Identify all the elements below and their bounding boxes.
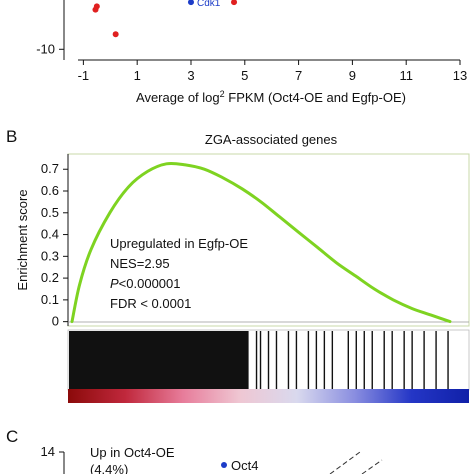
y-tick-label: 0.7 [41, 161, 59, 176]
data-point [187, 0, 194, 6]
panel-c-annotation-line2: (4.4%) [90, 462, 128, 474]
y-tick-label: 0 [52, 314, 59, 329]
x-tick-label: 3 [187, 68, 194, 83]
panel-a-y-ticks: -10 [36, 41, 64, 56]
point-label: Cdk1 [197, 0, 221, 9]
panel-c-diagonal-2 [361, 459, 383, 474]
x-tick-label: 9 [349, 68, 356, 83]
ranked-list-gradient [68, 389, 469, 403]
x-tick-label: -1 [78, 68, 90, 83]
y-tick-label: 0.1 [41, 292, 59, 307]
data-point [112, 31, 119, 38]
point-label: Oct4 [231, 458, 258, 473]
panel-b: B ZGA-associated genes Enrichment score … [6, 127, 470, 403]
panel-c-diagonal-1 [329, 451, 361, 474]
panel-a: -1 1 3 5 7 9 11 13 -10 Cdk1 Average of log2 FPK… [36, 0, 467, 105]
x-tick-label: 7 [295, 68, 302, 83]
y-tick-label: 0.2 [41, 270, 59, 285]
panel-c: C 14 Up in Oct4-OE (4.4%) Oct4 [6, 427, 383, 474]
x-tick-label: 1 [134, 68, 141, 83]
y-tick-label: 14 [41, 444, 55, 459]
y-tick-label: 0.5 [41, 205, 59, 220]
panel-c-points: Oct4 [221, 458, 258, 473]
annotation-upregulated: Upregulated in Egfp-OE [110, 236, 248, 251]
panel-c-y-ticks: 14 [41, 444, 64, 459]
y-tick-label: -10 [36, 41, 55, 56]
data-point [231, 0, 238, 6]
x-tick-label: 11 [399, 68, 413, 83]
data-point [221, 462, 227, 468]
annotation-nes: NES=2.95 [110, 256, 170, 271]
data-point [92, 6, 99, 13]
panel-b-y-label: Enrichment score [15, 189, 30, 290]
barcode-dense-block [69, 331, 249, 389]
panel-a-points: Cdk1 [92, 0, 238, 38]
panel-b-title: ZGA-associated genes [205, 132, 338, 147]
panel-b-annotation: Upregulated in Egfp-OE NES=2.95 P<0.0000… [110, 236, 248, 311]
y-tick-label: 0.6 [41, 183, 59, 198]
annotation-fdr: FDR < 0.0001 [110, 296, 191, 311]
y-tick-label: 0.3 [41, 248, 59, 263]
panel-b-y-ticks: 0 0.1 0.2 0.3 0.4 0.5 0.6 0.7 [41, 161, 68, 329]
panel-a-x-ticks: -1 1 3 5 7 9 11 13 [78, 60, 467, 83]
annotation-p-value: P<0.000001 [110, 276, 181, 291]
panel-b-letter: B [6, 127, 17, 146]
x-tick-label: 5 [241, 68, 248, 83]
panel-c-letter: C [6, 427, 18, 446]
x-tick-label: 13 [453, 68, 467, 83]
y-tick-label: 0.4 [41, 227, 59, 242]
enrichment-score-curve [70, 161, 452, 324]
panel-a-x-label: Average of log2 FPKM (Oct4-OE and Egfp-O… [136, 89, 406, 105]
panel-c-annotation-line1: Up in Oct4-OE [90, 445, 175, 460]
barcode-hit-lines [255, 331, 449, 389]
